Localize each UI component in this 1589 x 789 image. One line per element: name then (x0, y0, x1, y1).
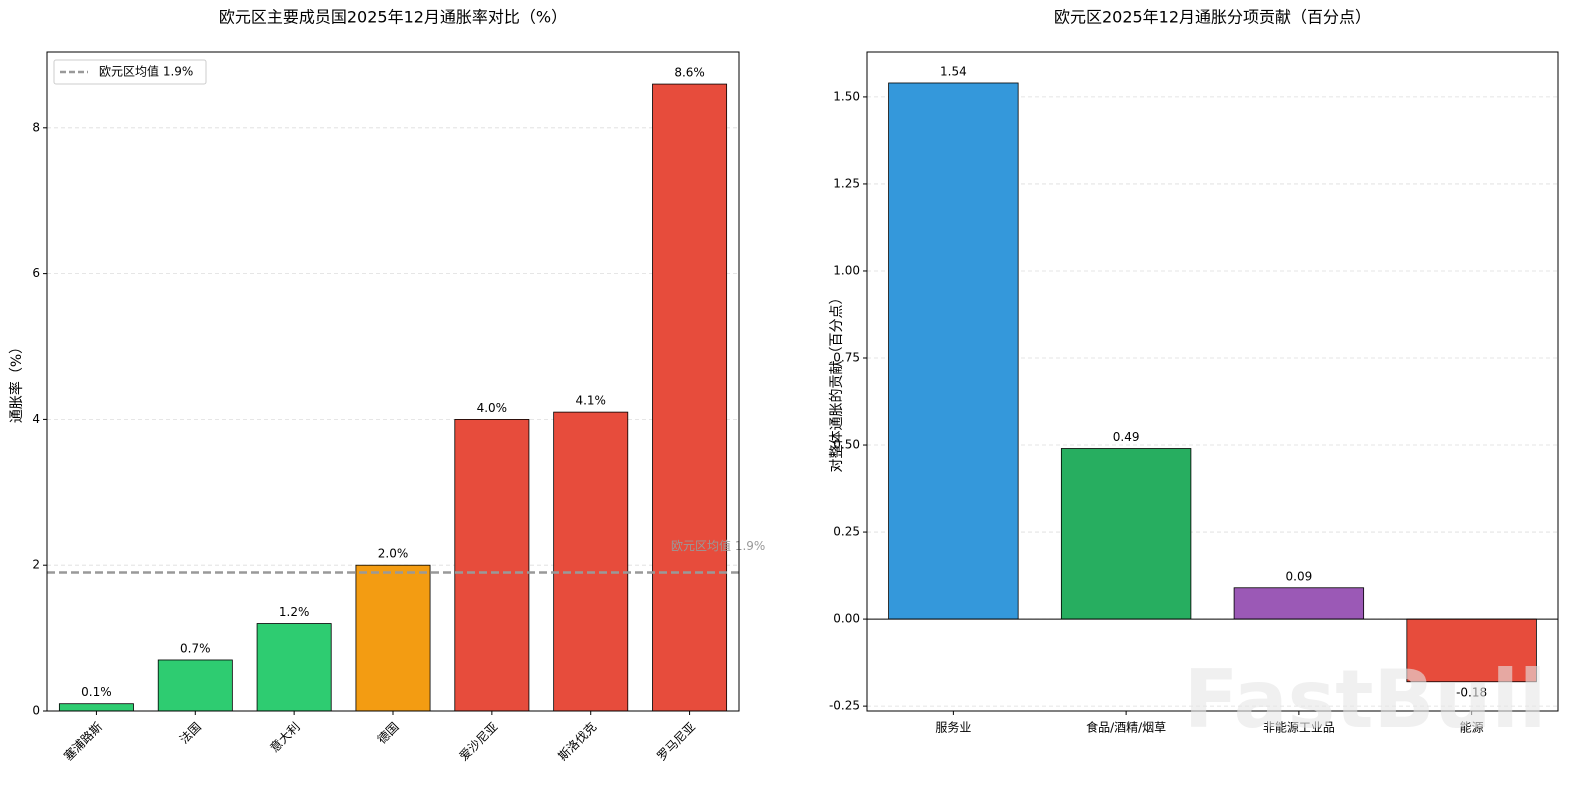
y-tick-label: 0.50 (833, 438, 860, 452)
x-tick-label: 服务业 (935, 720, 971, 735)
watermark: FastBull (1184, 653, 1547, 746)
value-label: 0.1% (81, 685, 112, 699)
value-label: 2.0% (378, 547, 409, 561)
value-label: 0.49 (1113, 430, 1140, 444)
bar (355, 564, 431, 712)
value-label: 0.09 (1286, 569, 1313, 583)
value-label: 8.6% (674, 66, 705, 80)
y-tick-label: 6 (32, 266, 40, 280)
y-tick-label: 2 (32, 558, 40, 572)
bar (553, 411, 629, 712)
bar (888, 82, 1019, 620)
bar (157, 659, 233, 712)
y-tick-label: 0.75 (833, 351, 860, 365)
chart-title: 欧元区2025年12月通胀分项贡献（百分点） (1054, 8, 1371, 27)
bar (1406, 618, 1537, 683)
y-tick-label: 1.25 (833, 176, 860, 190)
value-label: 1.2% (279, 605, 310, 619)
y-tick-label: 1.50 (833, 89, 860, 103)
bar (652, 83, 728, 712)
x-tick-label: 能源 (1460, 721, 1484, 735)
value-label: 4.1% (575, 394, 606, 408)
plot-frame (866, 51, 1559, 712)
y-tick-label: 1.00 (833, 263, 860, 277)
value-label: -0.18 (1456, 685, 1487, 699)
y-tick-label: 0 (32, 704, 40, 718)
plot-frame (46, 51, 740, 712)
y-tick-label: 0.25 (833, 525, 860, 539)
bar (58, 703, 134, 712)
reference-annotation: 欧元区均值 1.9% (671, 538, 765, 553)
bar (1233, 587, 1365, 620)
bar (256, 623, 332, 712)
legend-box (53, 59, 207, 85)
bar (454, 419, 530, 712)
y-tick-label: -0.25 (829, 699, 860, 713)
y-axis-label: 对整体通胀的贡献（百分点） (829, 291, 845, 473)
chart-title: 欧元区主要成员国2025年12月通胀率对比（%） (219, 8, 567, 27)
y-tick-label: 4 (32, 412, 40, 426)
value-label: 1.54 (940, 64, 967, 78)
y-tick-label: 0.00 (833, 612, 860, 626)
value-label: 4.0% (477, 401, 508, 415)
y-axis-label: 通胀率（%） (8, 340, 25, 423)
bar (1060, 448, 1192, 620)
legend-label: 欧元区均值 1.9% (99, 64, 193, 79)
value-label: 0.7% (180, 641, 211, 655)
x-tick-label: 非能源工业品 (1263, 721, 1335, 735)
y-tick-label: 8 (32, 120, 40, 134)
x-tick-label: 食品/酒精/烟草 (1086, 720, 1166, 735)
